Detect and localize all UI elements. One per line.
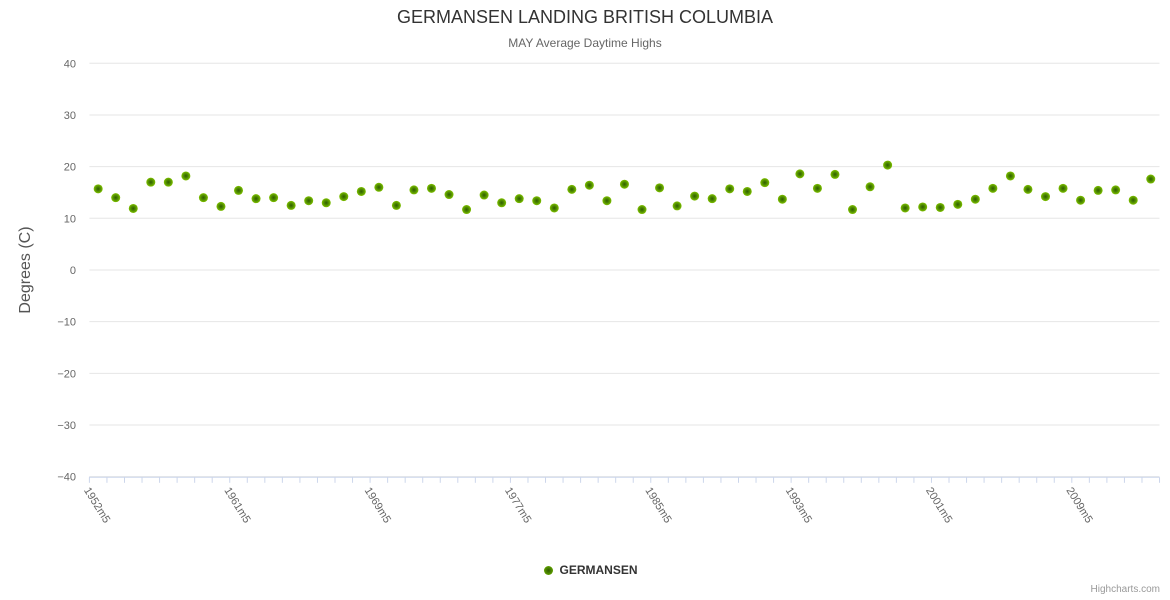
data-point[interactable] [760,178,770,188]
data-point[interactable] [970,194,980,204]
x-tick-label: 1977m5 [502,485,533,525]
data-point[interactable] [391,200,401,210]
legend-marker-icon [544,565,554,575]
y-tick-label: −10 [57,317,76,329]
data-point[interactable] [900,203,910,213]
data-point[interactable] [532,196,542,206]
data-point[interactable] [1040,192,1050,202]
x-tick-label: 2001m5 [923,485,954,525]
data-point[interactable] [655,183,665,193]
data-point[interactable] [690,191,700,201]
data-point[interactable] [216,201,226,211]
data-point[interactable] [567,184,577,194]
data-point[interactable] [707,194,717,204]
y-tick-label: 20 [64,162,76,174]
data-point[interactable] [812,183,822,193]
data-point[interactable] [953,199,963,209]
chart-subtitle: MAY Average Daytime Highs [508,36,662,50]
data-point[interactable] [339,192,349,202]
data-point[interactable] [286,200,296,210]
legend-item-germansen[interactable]: GERMANSEN [544,563,638,577]
legend-label: GERMANSEN [559,563,638,577]
data-point[interactable] [111,193,121,203]
x-tick-label: 2009m5 [1063,485,1094,525]
data-point[interactable] [374,182,384,192]
data-point[interactable] [1005,171,1015,181]
data-point[interactable] [198,193,208,203]
data-point[interactable] [742,186,752,196]
y-tick-label: −40 [57,472,76,484]
data-point[interactable] [672,201,682,211]
data-point[interactable] [918,202,928,212]
data-point[interactable] [462,205,472,215]
data-point[interactable] [409,185,419,195]
y-tick-label: 30 [64,110,76,122]
data-point[interactable] [444,190,454,200]
data-point[interactable] [1146,174,1156,184]
data-point[interactable] [163,177,173,187]
data-point[interactable] [426,183,436,193]
x-tick-label: 1952m5 [81,485,112,525]
data-point[interactable] [935,202,945,212]
legend: GERMANSEN [0,563,1170,577]
data-point[interactable] [619,179,629,189]
data-point[interactable] [514,194,524,204]
data-point[interactable] [234,185,244,195]
y-tick-label: −20 [57,368,76,380]
x-axis-labels: 1952m5 1961m5 1969m5 1977m5 1985m5 1993m5 2001… [81,485,1095,525]
x-tick-label: 1969m5 [362,485,393,525]
data-point[interactable] [584,180,594,190]
data-point[interactable] [988,183,998,193]
data-point[interactable] [479,190,489,200]
data-point[interactable] [269,193,279,203]
chart-title: GERMANSEN LANDING BRITISH COLUMBIA [396,7,774,27]
x-axis [88,476,1161,483]
x-tick-label: 1993m5 [783,485,814,525]
x-tick-label: 1961m5 [221,485,252,525]
data-point[interactable] [356,186,366,196]
data-point[interactable] [848,205,858,215]
y-tick-label: 0 [70,265,76,277]
data-point[interactable] [1111,185,1121,195]
data-point[interactable] [321,198,331,208]
data-point[interactable] [865,182,875,192]
gridlines [89,62,1160,478]
data-point[interactable] [725,184,735,194]
data-point[interactable] [777,194,787,204]
data-point[interactable] [181,171,191,181]
y-tick-label: 10 [64,213,76,225]
data-point[interactable] [637,205,647,215]
data-point[interactable] [549,203,559,213]
x-tick-label: 1985m5 [642,485,673,525]
data-point[interactable] [795,169,805,179]
data-point[interactable] [251,194,261,204]
data-point[interactable] [1058,183,1068,193]
data-point[interactable] [93,184,103,194]
y-tick-label: −30 [57,420,76,432]
data-point[interactable] [304,196,314,206]
data-point[interactable] [1128,195,1138,205]
data-point[interactable] [602,196,612,206]
data-point[interactable] [1076,195,1086,205]
data-point[interactable] [830,169,840,179]
y-axis-labels: 40 30 20 10 0 −10 −20 −30 −40 [57,58,76,483]
data-point[interactable] [146,177,156,187]
highcharts-credit[interactable]: Highcharts.com [1090,584,1160,595]
series-germansen [93,160,1156,215]
y-tick-label: 40 [64,58,76,70]
data-point[interactable] [883,160,893,170]
data-point[interactable] [1093,185,1103,195]
data-point[interactable] [128,203,138,213]
data-point[interactable] [497,198,507,208]
data-point[interactable] [1023,184,1033,194]
